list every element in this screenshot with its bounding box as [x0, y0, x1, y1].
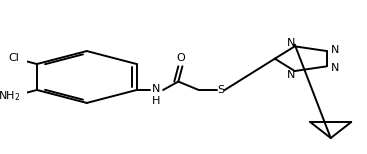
- Text: NH$_2$: NH$_2$: [0, 90, 20, 103]
- Text: N: N: [287, 38, 295, 48]
- Text: N: N: [331, 63, 339, 73]
- Text: N: N: [331, 45, 339, 55]
- Text: O: O: [176, 53, 185, 63]
- Text: S: S: [217, 85, 224, 95]
- Text: N: N: [152, 84, 160, 94]
- Text: H: H: [152, 96, 160, 106]
- Text: Cl: Cl: [8, 53, 19, 63]
- Text: N: N: [287, 70, 295, 80]
